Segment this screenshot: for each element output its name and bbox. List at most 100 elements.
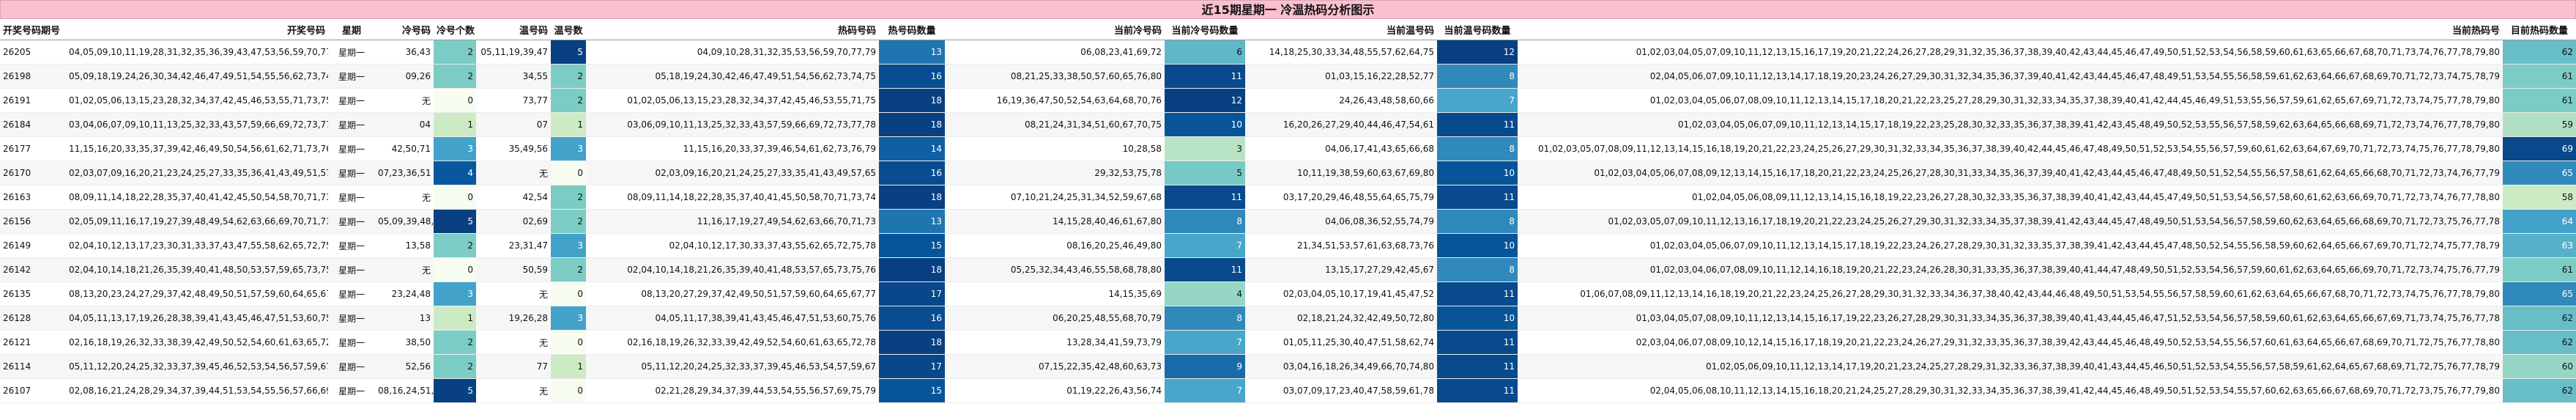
cell-hot-count: 13	[879, 209, 945, 234]
cell-cur-warm-count: 8	[1437, 257, 1518, 282]
cell-hot: 05,18,19,24,30,42,46,47,49,51,54,56,62,7…	[586, 64, 879, 89]
cell-warm-count: 3	[551, 136, 586, 161]
cell-cold-count: 2	[434, 330, 476, 355]
cell-warm-count: 0	[551, 378, 586, 403]
cell-cold: 04	[375, 112, 434, 137]
cell-cur-hot: 02,03,04,06,07,08,09,10,12,14,15,16,17,1…	[1518, 330, 2503, 355]
cell-cur-hot: 01,03,04,05,07,08,09,10,11,12,13,14,15,1…	[1518, 306, 2503, 331]
cell-cur-cold-count: 10	[1165, 112, 1245, 137]
cell-warm-count: 0	[551, 281, 586, 306]
table-row: 26142 02,04,10,14,18,21,26,35,39,40,41,48…	[0, 257, 2576, 282]
cell-cur-hot-count: 62	[2503, 306, 2576, 331]
cell-hot-count: 15	[879, 233, 945, 258]
cell-cur-warm: 03,04,16,18,26,34,49,66,70,74,80	[1245, 354, 1437, 379]
cell-hot-count: 18	[879, 257, 945, 282]
cell-warm: 无	[476, 330, 551, 355]
cell-cold: 09,26	[375, 64, 434, 89]
cell-cur-warm: 10,11,19,38,59,60,63,67,69,80	[1245, 161, 1437, 185]
cell-warm: 73,77	[476, 88, 551, 113]
cell-cur-warm-count: 11	[1437, 185, 1518, 210]
cell-numbers: 05,11,12,20,24,25,32,33,37,39,45,46,52,5…	[66, 354, 328, 379]
cell-hot-count: 14	[879, 136, 945, 161]
cell-cur-warm-count: 8	[1437, 64, 1518, 89]
table-row: 26198 05,09,18,19,24,26,30,34,42,46,47,49…	[0, 64, 2576, 89]
cell-issue: 26191	[0, 88, 66, 113]
cell-cur-cold-count: 11	[1165, 64, 1245, 89]
table-row: 26149 02,04,10,12,13,17,23,30,31,33,37,43…	[0, 233, 2576, 258]
cell-cur-warm: 01,05,11,25,30,40,47,51,58,62,74	[1245, 330, 1437, 355]
header-hot: 热码号码	[586, 19, 879, 40]
cell-cur-cold: 14,15,35,69	[945, 281, 1165, 306]
cell-hot: 11,16,17,19,27,49,54,62,63,66,70,71,73	[586, 209, 879, 234]
cell-issue: 26128	[0, 306, 66, 331]
cell-cur-cold: 05,25,32,34,43,46,55,58,68,78,80	[945, 257, 1165, 282]
cell-cold-count: 2	[434, 64, 476, 89]
cell-warm: 07	[476, 112, 551, 137]
cell-cur-warm-count: 11	[1437, 281, 1518, 306]
cell-cur-hot: 01,02,03,05,07,09,10,11,12,13,16,17,18,1…	[1518, 209, 2503, 234]
cell-weekday: 星期一	[328, 281, 375, 306]
cell-issue: 26156	[0, 209, 66, 234]
table-row: 26191 01,02,05,06,13,15,23,28,32,34,37,42…	[0, 88, 2576, 113]
table-row: 26163 08,09,11,14,18,22,28,35,37,40,41,42…	[0, 185, 2576, 210]
cell-numbers: 02,04,10,14,18,21,26,35,39,40,41,48,50,5…	[66, 257, 328, 282]
cell-hot: 01,02,05,06,13,15,23,28,32,34,37,42,45,4…	[586, 88, 879, 113]
cell-cur-cold: 16,19,36,47,50,52,54,63,64,68,70,76	[945, 88, 1165, 113]
table-row: 26205 04,05,09,10,11,19,28,31,32,35,36,39…	[0, 40, 2576, 65]
cell-cold-count: 3	[434, 136, 476, 161]
cell-cold: 05,09,39,48,76	[375, 209, 434, 234]
cell-cur-cold: 08,16,20,25,46,49,80	[945, 233, 1165, 258]
cell-numbers: 02,05,09,11,16,17,19,27,39,48,49,54,62,6…	[66, 209, 328, 234]
cell-cur-warm: 13,15,17,27,29,42,45,67	[1245, 257, 1437, 282]
cell-cur-cold: 07,10,21,24,25,31,34,52,59,67,68	[945, 185, 1165, 210]
header-cold-count: 冷号个数	[434, 19, 476, 40]
cell-cur-hot-count: 62	[2503, 378, 2576, 403]
cell-cur-warm: 03,17,20,29,46,48,55,64,65,75,79	[1245, 185, 1437, 210]
cell-cold: 07,23,36,51	[375, 161, 434, 185]
cell-cold-count: 2	[434, 233, 476, 258]
cell-cur-hot-count: 64	[2503, 209, 2576, 234]
cell-hot: 05,11,12,20,24,25,32,33,37,39,45,46,53,5…	[586, 354, 879, 379]
cell-weekday: 星期一	[328, 185, 375, 210]
cell-hot: 08,09,11,14,18,22,28,35,37,40,41,45,50,5…	[586, 185, 879, 210]
analysis-table: 开奖号码期号 开奖号码 星期 冷号码 冷号个数 温号码 温号数 热码号码 热号码…	[0, 19, 2576, 403]
header-cur-cold: 当前冷号码	[945, 19, 1165, 40]
cell-numbers: 01,02,05,06,13,15,23,28,32,34,37,42,45,4…	[66, 88, 328, 113]
cell-cur-cold: 29,32,53,75,78	[945, 161, 1165, 185]
cell-issue: 26135	[0, 281, 66, 306]
cell-hot-count: 16	[879, 306, 945, 331]
cell-warm: 35,49,56	[476, 136, 551, 161]
cell-cur-hot-count: 61	[2503, 88, 2576, 113]
cell-cur-hot: 01,02,03,04,05,06,07,09,10,11,12,13,14,1…	[1518, 233, 2503, 258]
cell-cur-cold-count: 5	[1165, 161, 1245, 185]
cell-cur-hot-count: 61	[2503, 257, 2576, 282]
cell-cur-hot-count: 63	[2503, 233, 2576, 258]
header-cur-cold-count: 当前冷号码数量	[1165, 19, 1245, 40]
cell-weekday: 星期一	[328, 161, 375, 185]
cell-hot-count: 18	[879, 185, 945, 210]
cell-cold: 无	[375, 88, 434, 113]
cell-cur-warm: 04,06,08,36,52,55,74,79	[1245, 209, 1437, 234]
cell-cur-hot: 02,04,05,06,07,09,10,11,12,13,14,17,18,1…	[1518, 64, 2503, 89]
cell-warm: 42,54	[476, 185, 551, 210]
cell-cur-warm: 21,34,51,53,57,61,63,68,73,76	[1245, 233, 1437, 258]
cell-numbers: 04,05,11,13,17,19,26,28,38,39,41,43,45,4…	[66, 306, 328, 331]
cell-issue: 26198	[0, 64, 66, 89]
cell-cur-warm-count: 10	[1437, 233, 1518, 258]
cell-cur-warm: 02,18,21,24,32,42,49,50,72,80	[1245, 306, 1437, 331]
cell-hot-count: 15	[879, 378, 945, 403]
cell-cold-count: 2	[434, 354, 476, 379]
cell-hot-count: 13	[879, 40, 945, 65]
cell-numbers: 08,09,11,14,18,22,28,35,37,40,41,42,45,5…	[66, 185, 328, 210]
cell-weekday: 星期一	[328, 64, 375, 89]
cell-warm-count: 3	[551, 306, 586, 331]
cell-cur-hot: 02,04,05,06,08,10,11,12,13,14,15,16,18,2…	[1518, 378, 2503, 403]
cell-cur-warm: 01,03,15,16,22,28,52,77	[1245, 64, 1437, 89]
header-cur-hot: 当前热码号	[1518, 19, 2503, 40]
cell-hot: 02,16,18,19,26,32,33,39,42,49,52,54,60,6…	[586, 330, 879, 355]
cell-warm-count: 1	[551, 354, 586, 379]
cell-cur-cold: 01,19,22,26,43,56,74	[945, 378, 1165, 403]
cell-cur-cold-count: 3	[1165, 136, 1245, 161]
cell-warm-count: 2	[551, 185, 586, 210]
cell-cold-count: 0	[434, 185, 476, 210]
